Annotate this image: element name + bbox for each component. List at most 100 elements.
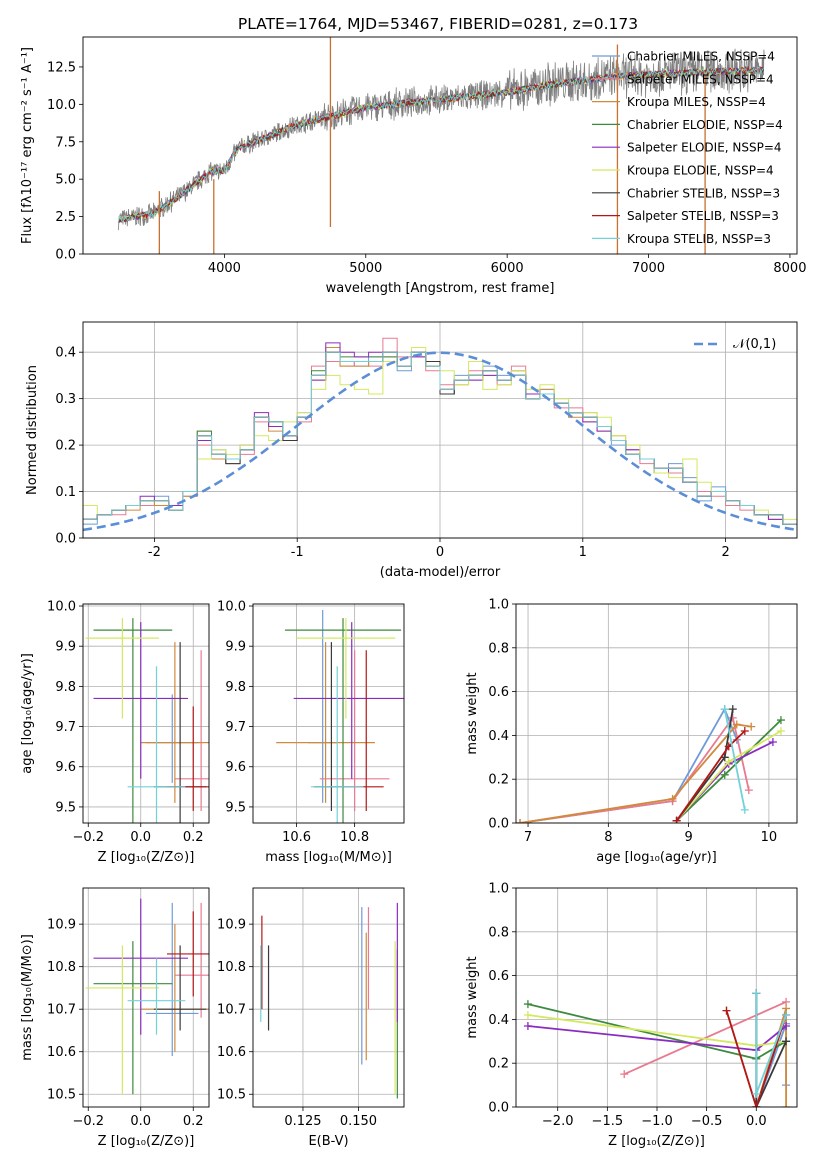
weight-marker	[724, 757, 733, 766]
y-tick-label: 0.4	[488, 1013, 509, 1028]
x-tick-label: 0.0	[130, 1114, 151, 1129]
y-tick-label: 0.2	[55, 439, 76, 454]
plot-area	[523, 989, 791, 1107]
weight-marker	[752, 1103, 761, 1107]
y-tick-label: 0.6	[488, 685, 509, 700]
y-tick-label: 9.6	[225, 760, 246, 775]
y-tick-label: 10.9	[217, 918, 246, 933]
weight-marker	[732, 720, 741, 729]
age-vs-metallicity-plot: −0.2 0.0 0.2 9.5 9.6 9.7 9.8 9.9 10.0 Z [log₁₀(Z/…	[20, 600, 210, 865]
x-tick-label: 7	[524, 830, 532, 845]
axes-frame	[82, 603, 210, 824]
x-tick-label: 0.150	[340, 1114, 377, 1129]
weight-marker	[768, 737, 777, 746]
weight-line	[723, 708, 746, 811]
weight-marker	[740, 727, 749, 736]
weight-marker	[728, 705, 737, 714]
weight-marker	[752, 989, 761, 998]
weight-marker	[776, 727, 785, 736]
plot-area	[260, 902, 398, 1099]
x-tick-label: 7000	[632, 261, 665, 276]
y-tick-label: 0.4	[55, 346, 76, 361]
y-tick-label: 9.7	[55, 720, 76, 735]
mass-vs-ebv-plot: 0.125 0.150 10.5 10.6 10.7 10.8 10.9 E(B-V)	[217, 887, 405, 1149]
x-axis-label: E(B-V)	[308, 1134, 348, 1149]
weight-marker	[752, 1089, 761, 1098]
spectrum-plot: 4000 5000 6000 7000 8000 0.0 2.5 5.0 7.5 10.0 12.5…	[20, 36, 806, 296]
x-tick-label: −0.2	[72, 1114, 104, 1129]
x-tick-label: 0.2	[183, 1114, 204, 1129]
y-tick-label: 5.0	[55, 173, 76, 188]
y-tick-label: 0.2	[488, 773, 509, 788]
y-tick-label: 10.5	[217, 1088, 246, 1103]
y-axis-label: Flux [fλ10⁻¹⁷ erg cm⁻² s⁻¹ A⁻¹]	[20, 47, 35, 244]
y-tick-label: 10.9	[47, 918, 76, 933]
residual-histogram-plot: -2 -1 0 1 2 0.0 0.1 0.2 0.3 0.4 (data-model)/error…	[25, 321, 798, 580]
x-tick-label: 4000	[208, 261, 241, 276]
y-tick-label: 0.1	[55, 485, 76, 500]
x-tick-label: −0.5	[691, 1114, 723, 1129]
legend-label: Chabrier MILES, NSSP=4	[627, 50, 775, 64]
y-tick-label: 0.6	[488, 969, 509, 984]
age-vs-mass-plot: 10.6 10.8 9.5 9.6 9.7 9.8 9.9 10.0 mass [log₁₀(M…	[217, 600, 405, 865]
weight-line	[725, 1010, 787, 1107]
x-axis-label: Z [log₁₀(Z/Z⊙)]	[98, 850, 195, 865]
y-axis-label: mass weight	[465, 956, 480, 1038]
plot-area	[85, 898, 209, 1095]
legend-label: Salpeter ELODIE, NSSP=4	[627, 141, 782, 155]
axes-frame	[252, 603, 405, 824]
y-tick-label: 0.0	[55, 532, 76, 547]
x-tick-label: 8	[604, 830, 612, 845]
weight-marker	[523, 1021, 532, 1030]
y-tick-label: 1.0	[488, 598, 509, 613]
y-tick-label: 9.5	[55, 800, 76, 815]
mass-weight-vs-age-plot: 7 8 9 10 0.0 0.2 0.4 0.6 0.8 1.0 age [log₁₀(age/yr…	[465, 598, 798, 865]
x-tick-label: 5000	[349, 261, 382, 276]
weight-marker	[523, 1000, 532, 1009]
weight-marker	[776, 716, 785, 725]
legend: 𝒩(0,1)	[694, 337, 776, 352]
y-tick-label: 10.7	[217, 1003, 246, 1018]
legend-label: Kroupa MILES, NSSP=4	[627, 95, 766, 109]
y-tick-label: 10.5	[47, 1088, 76, 1103]
x-tick-label: 9	[684, 830, 692, 845]
weight-marker	[523, 1011, 532, 1020]
y-tick-label: 0.3	[55, 392, 76, 407]
y-tick-label: 10.6	[217, 1045, 246, 1060]
y-tick-label: 9.8	[225, 680, 246, 695]
x-axis-label: age [log₁₀(age/yr)]	[596, 850, 717, 865]
legend: Chabrier MILES, NSSP=4 Salpeter MILES, NS…	[592, 50, 783, 246]
x-axis-label: (data-model)/error	[380, 565, 501, 580]
plot-area	[85, 618, 209, 823]
legend-label: Chabrier ELODIE, NSSP=4	[627, 118, 783, 132]
y-tick-label: 10.7	[47, 1003, 76, 1018]
x-tick-label: −1.5	[592, 1114, 624, 1129]
axes-frame	[82, 887, 210, 1108]
weight-marker	[668, 794, 677, 803]
weight-marker	[747, 722, 756, 731]
x-tick-label: 8000	[773, 261, 806, 276]
plot-area	[117, 37, 765, 254]
y-tick-label: 0.0	[488, 1101, 509, 1116]
x-axis-label: Z [log₁₀(Z/Z⊙)]	[608, 1134, 705, 1149]
legend-label: Chabrier STELIB, NSSP=3	[627, 186, 780, 200]
x-tick-label: 1	[579, 545, 587, 560]
x-tick-label: 10.6	[282, 830, 311, 845]
x-tick-label: -2	[148, 545, 161, 560]
x-tick-label: 0.0	[746, 1114, 767, 1129]
x-axis-label: Z [log₁₀(Z/Z⊙)]	[98, 1134, 195, 1149]
y-tick-label: 10.8	[217, 960, 246, 975]
x-tick-label: 10	[761, 830, 778, 845]
weight-marker	[728, 713, 737, 722]
legend-label: 𝒩(0,1)	[733, 337, 776, 352]
model-spectrum-line	[117, 66, 764, 224]
x-tick-label: 0.0	[130, 830, 151, 845]
weight-marker	[722, 1006, 731, 1015]
x-tick-label: 0.2	[183, 830, 204, 845]
x-axis-label: mass [log₁₀(M/M⊙)]	[265, 850, 392, 865]
x-tick-label: -1	[291, 545, 304, 560]
y-tick-label: 9.9	[225, 640, 246, 655]
y-tick-label: 9.5	[225, 800, 246, 815]
weight-marker	[720, 770, 729, 779]
